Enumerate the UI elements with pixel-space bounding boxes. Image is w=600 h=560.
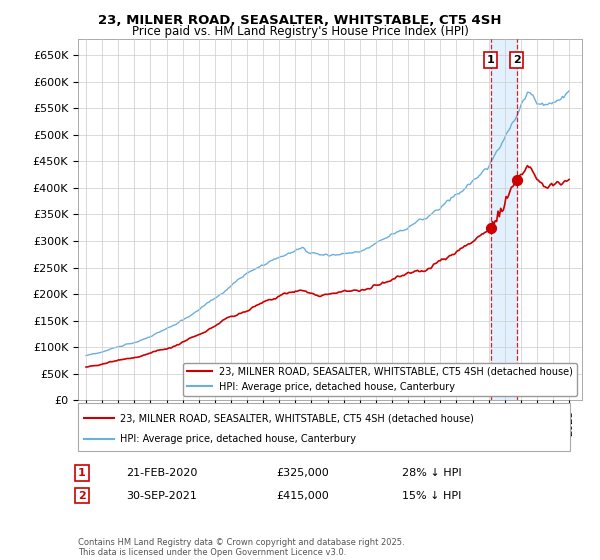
Bar: [491, 39, 517, 400]
Text: 15% ↓ HPI: 15% ↓ HPI: [402, 491, 461, 501]
Text: 23, MILNER ROAD, SEASALTER, WHITSTABLE, CT5 4SH: 23, MILNER ROAD, SEASALTER, WHITSTABLE, …: [98, 14, 502, 27]
Text: 2: 2: [513, 55, 521, 65]
Text: 2: 2: [78, 491, 86, 501]
Text: 30-SEP-2021: 30-SEP-2021: [126, 491, 197, 501]
Point: [512, 175, 521, 184]
Text: Contains HM Land Registry data © Crown copyright and database right 2025.
This d: Contains HM Land Registry data © Crown c…: [78, 538, 404, 557]
Text: 23, MILNER ROAD, SEASALTER, WHITSTABLE, CT5 4SH (detached house): 23, MILNER ROAD, SEASALTER, WHITSTABLE, …: [120, 413, 474, 423]
Text: 21-FEB-2020: 21-FEB-2020: [126, 468, 197, 478]
Text: £325,000: £325,000: [276, 468, 329, 478]
Text: £415,000: £415,000: [276, 491, 329, 501]
Text: HPI: Average price, detached house, Canterbury: HPI: Average price, detached house, Cant…: [120, 434, 356, 444]
Point: [486, 223, 496, 232]
Text: 28% ↓ HPI: 28% ↓ HPI: [402, 468, 461, 478]
Text: 1: 1: [487, 55, 494, 65]
Text: 1: 1: [78, 468, 86, 478]
Text: Price paid vs. HM Land Registry's House Price Index (HPI): Price paid vs. HM Land Registry's House …: [131, 25, 469, 38]
Legend: 23, MILNER ROAD, SEASALTER, WHITSTABLE, CT5 4SH (detached house), HPI: Average p: 23, MILNER ROAD, SEASALTER, WHITSTABLE, …: [184, 363, 577, 395]
